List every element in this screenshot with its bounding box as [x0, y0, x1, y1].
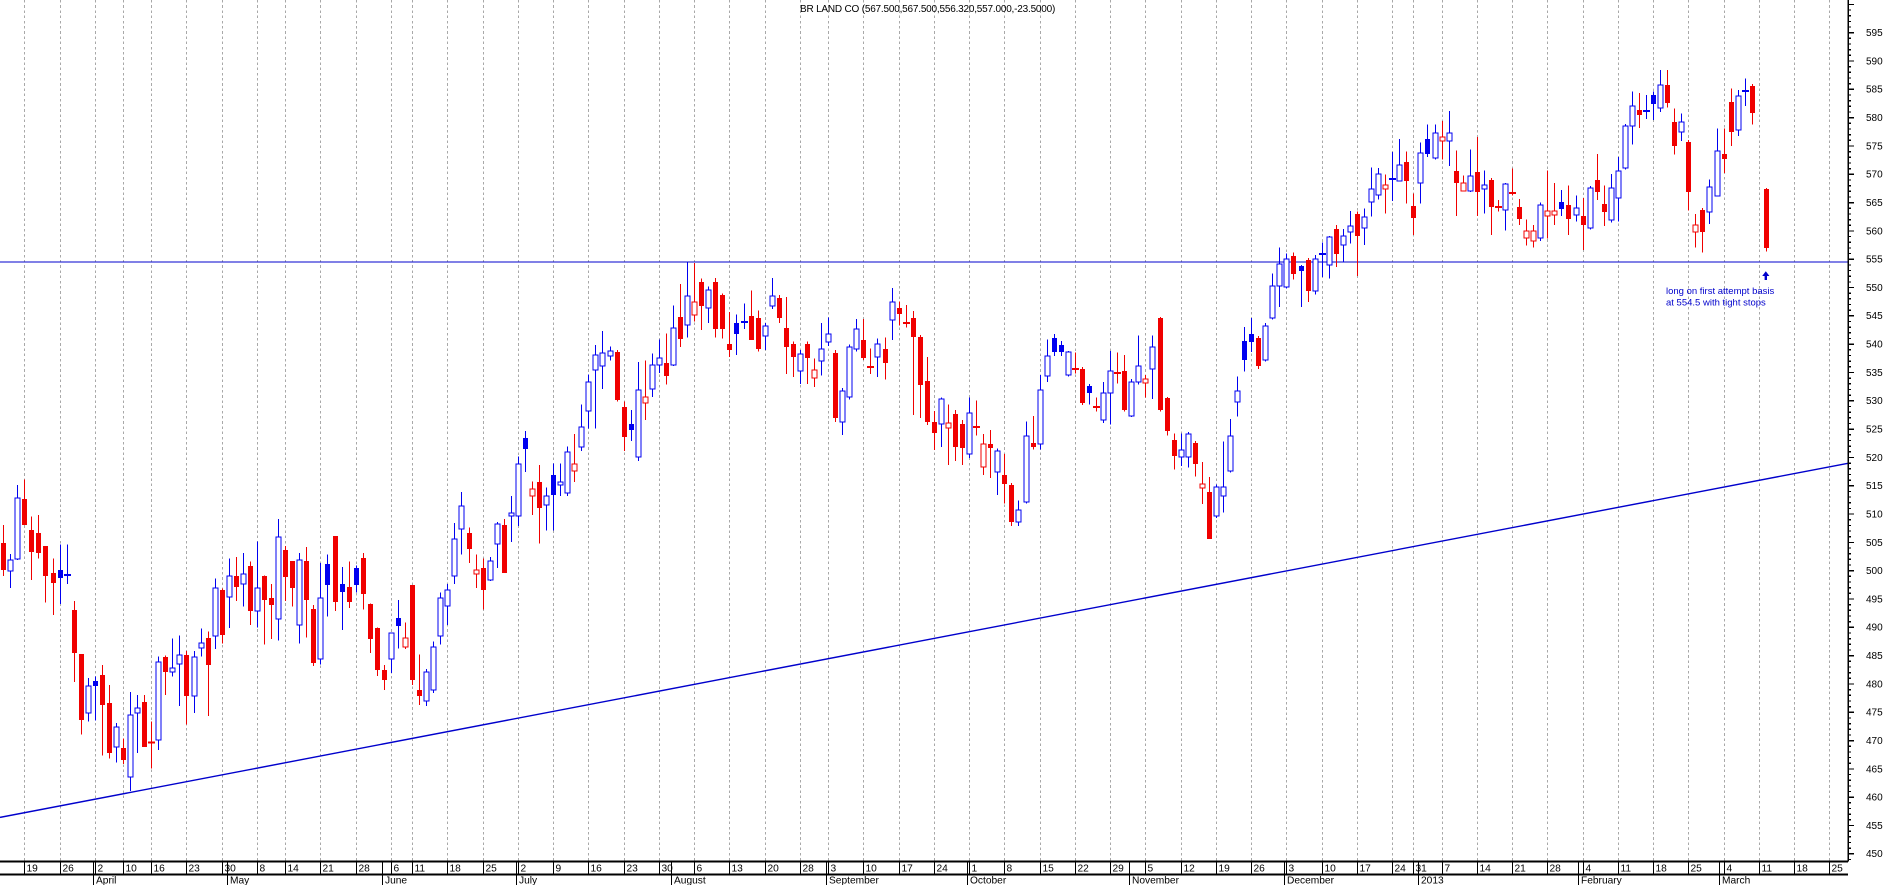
- svg-text:24: 24: [937, 864, 949, 875]
- svg-text:11: 11: [415, 864, 426, 875]
- svg-text:18: 18: [1797, 864, 1809, 875]
- svg-text:25: 25: [1691, 864, 1703, 875]
- svg-text:16: 16: [591, 864, 603, 875]
- svg-text:10: 10: [1325, 864, 1337, 875]
- svg-text:11: 11: [1621, 864, 1632, 875]
- svg-text:November: November: [1132, 876, 1180, 886]
- svg-text:October: October: [970, 876, 1007, 886]
- svg-text:17: 17: [1360, 864, 1372, 875]
- svg-text:21: 21: [1515, 864, 1527, 875]
- svg-text:10: 10: [866, 864, 878, 875]
- svg-text:465: 465: [1866, 764, 1883, 775]
- svg-text:28: 28: [359, 864, 371, 875]
- svg-text:30: 30: [225, 864, 237, 875]
- svg-text:510: 510: [1866, 509, 1883, 520]
- svg-text:15: 15: [1043, 864, 1055, 875]
- svg-text:480: 480: [1866, 679, 1883, 690]
- svg-text:10: 10: [126, 864, 138, 875]
- svg-text:June: June: [385, 876, 407, 886]
- svg-text:3: 3: [1289, 864, 1295, 875]
- svg-text:28: 28: [1550, 864, 1562, 875]
- svg-text:475: 475: [1866, 708, 1883, 719]
- svg-text:26: 26: [1254, 864, 1266, 875]
- svg-text:25: 25: [486, 864, 498, 875]
- svg-text:500: 500: [1866, 566, 1883, 577]
- svg-text:530: 530: [1866, 396, 1883, 407]
- svg-text:December: December: [1287, 876, 1335, 886]
- svg-text:24: 24: [1395, 864, 1407, 875]
- svg-text:31: 31: [1416, 864, 1428, 875]
- svg-text:490: 490: [1866, 623, 1883, 634]
- svg-text:485: 485: [1866, 651, 1883, 662]
- svg-text:4: 4: [1727, 864, 1733, 875]
- svg-text:5: 5: [1148, 864, 1154, 875]
- svg-text:565: 565: [1866, 198, 1883, 209]
- svg-text:April: April: [96, 876, 116, 886]
- svg-text:19: 19: [27, 864, 39, 875]
- svg-text:455: 455: [1866, 821, 1883, 832]
- svg-text:560: 560: [1866, 226, 1883, 237]
- svg-text:18: 18: [450, 864, 462, 875]
- svg-text:16: 16: [154, 864, 166, 875]
- svg-text:13: 13: [732, 864, 744, 875]
- svg-text:7: 7: [1445, 864, 1451, 875]
- svg-text:8: 8: [1007, 864, 1013, 875]
- svg-text:29: 29: [1113, 864, 1125, 875]
- svg-text:August: August: [674, 876, 706, 886]
- svg-text:11: 11: [1762, 864, 1773, 875]
- svg-text:2: 2: [98, 864, 104, 875]
- svg-text:540: 540: [1866, 340, 1883, 351]
- svg-text:23: 23: [189, 864, 201, 875]
- svg-text:8: 8: [260, 864, 266, 875]
- svg-text:545: 545: [1866, 311, 1883, 322]
- svg-text:575: 575: [1866, 141, 1883, 152]
- svg-text:February: February: [1581, 876, 1623, 886]
- svg-text:495: 495: [1866, 594, 1883, 605]
- svg-text:22: 22: [1078, 864, 1090, 875]
- svg-text:25: 25: [1832, 864, 1844, 875]
- svg-text:550: 550: [1866, 283, 1883, 294]
- svg-text:14: 14: [1480, 864, 1492, 875]
- svg-text:460: 460: [1866, 793, 1883, 804]
- svg-text:19: 19: [1219, 864, 1231, 875]
- svg-text:4: 4: [1586, 864, 1592, 875]
- svg-text:520: 520: [1866, 453, 1883, 464]
- svg-text:515: 515: [1866, 481, 1883, 492]
- svg-text:590: 590: [1866, 56, 1883, 67]
- svg-text:3: 3: [831, 864, 837, 875]
- svg-text:525: 525: [1866, 425, 1883, 436]
- svg-text:26: 26: [63, 864, 75, 875]
- svg-text:6: 6: [394, 864, 400, 875]
- svg-text:14: 14: [288, 864, 300, 875]
- svg-text:2013: 2013: [1421, 876, 1444, 886]
- svg-text:BR LAND CO (567.500,567.500,55: BR LAND CO (567.500,567.500,556.320,557.…: [800, 4, 1055, 15]
- svg-text:2: 2: [521, 864, 527, 875]
- svg-text:470: 470: [1866, 736, 1883, 747]
- svg-text:535: 535: [1866, 368, 1883, 379]
- svg-text:555: 555: [1866, 255, 1883, 266]
- svg-text:17: 17: [902, 864, 914, 875]
- svg-text:580: 580: [1866, 113, 1883, 124]
- svg-text:21: 21: [323, 864, 335, 875]
- svg-text:18: 18: [1656, 864, 1668, 875]
- svg-text:1: 1: [972, 864, 978, 875]
- svg-text:6: 6: [697, 864, 703, 875]
- svg-text:July: July: [519, 876, 538, 886]
- svg-text:30: 30: [662, 864, 674, 875]
- svg-text:28: 28: [803, 864, 815, 875]
- svg-text:March: March: [1722, 876, 1750, 886]
- svg-text:20: 20: [768, 864, 780, 875]
- svg-text:12: 12: [1184, 864, 1196, 875]
- svg-text:September: September: [829, 876, 879, 886]
- svg-text:23: 23: [627, 864, 639, 875]
- svg-text:585: 585: [1866, 85, 1883, 96]
- svg-text:9: 9: [556, 864, 562, 875]
- svg-text:450: 450: [1866, 849, 1883, 860]
- svg-text:595: 595: [1866, 28, 1883, 39]
- svg-text:570: 570: [1866, 170, 1883, 181]
- svg-text:long on first attempt basis: long on first attempt basis: [1666, 286, 1774, 297]
- svg-text:at 554.5 with tight stops: at 554.5 with tight stops: [1666, 298, 1766, 309]
- svg-text:May: May: [230, 876, 250, 886]
- svg-text:505: 505: [1866, 538, 1883, 549]
